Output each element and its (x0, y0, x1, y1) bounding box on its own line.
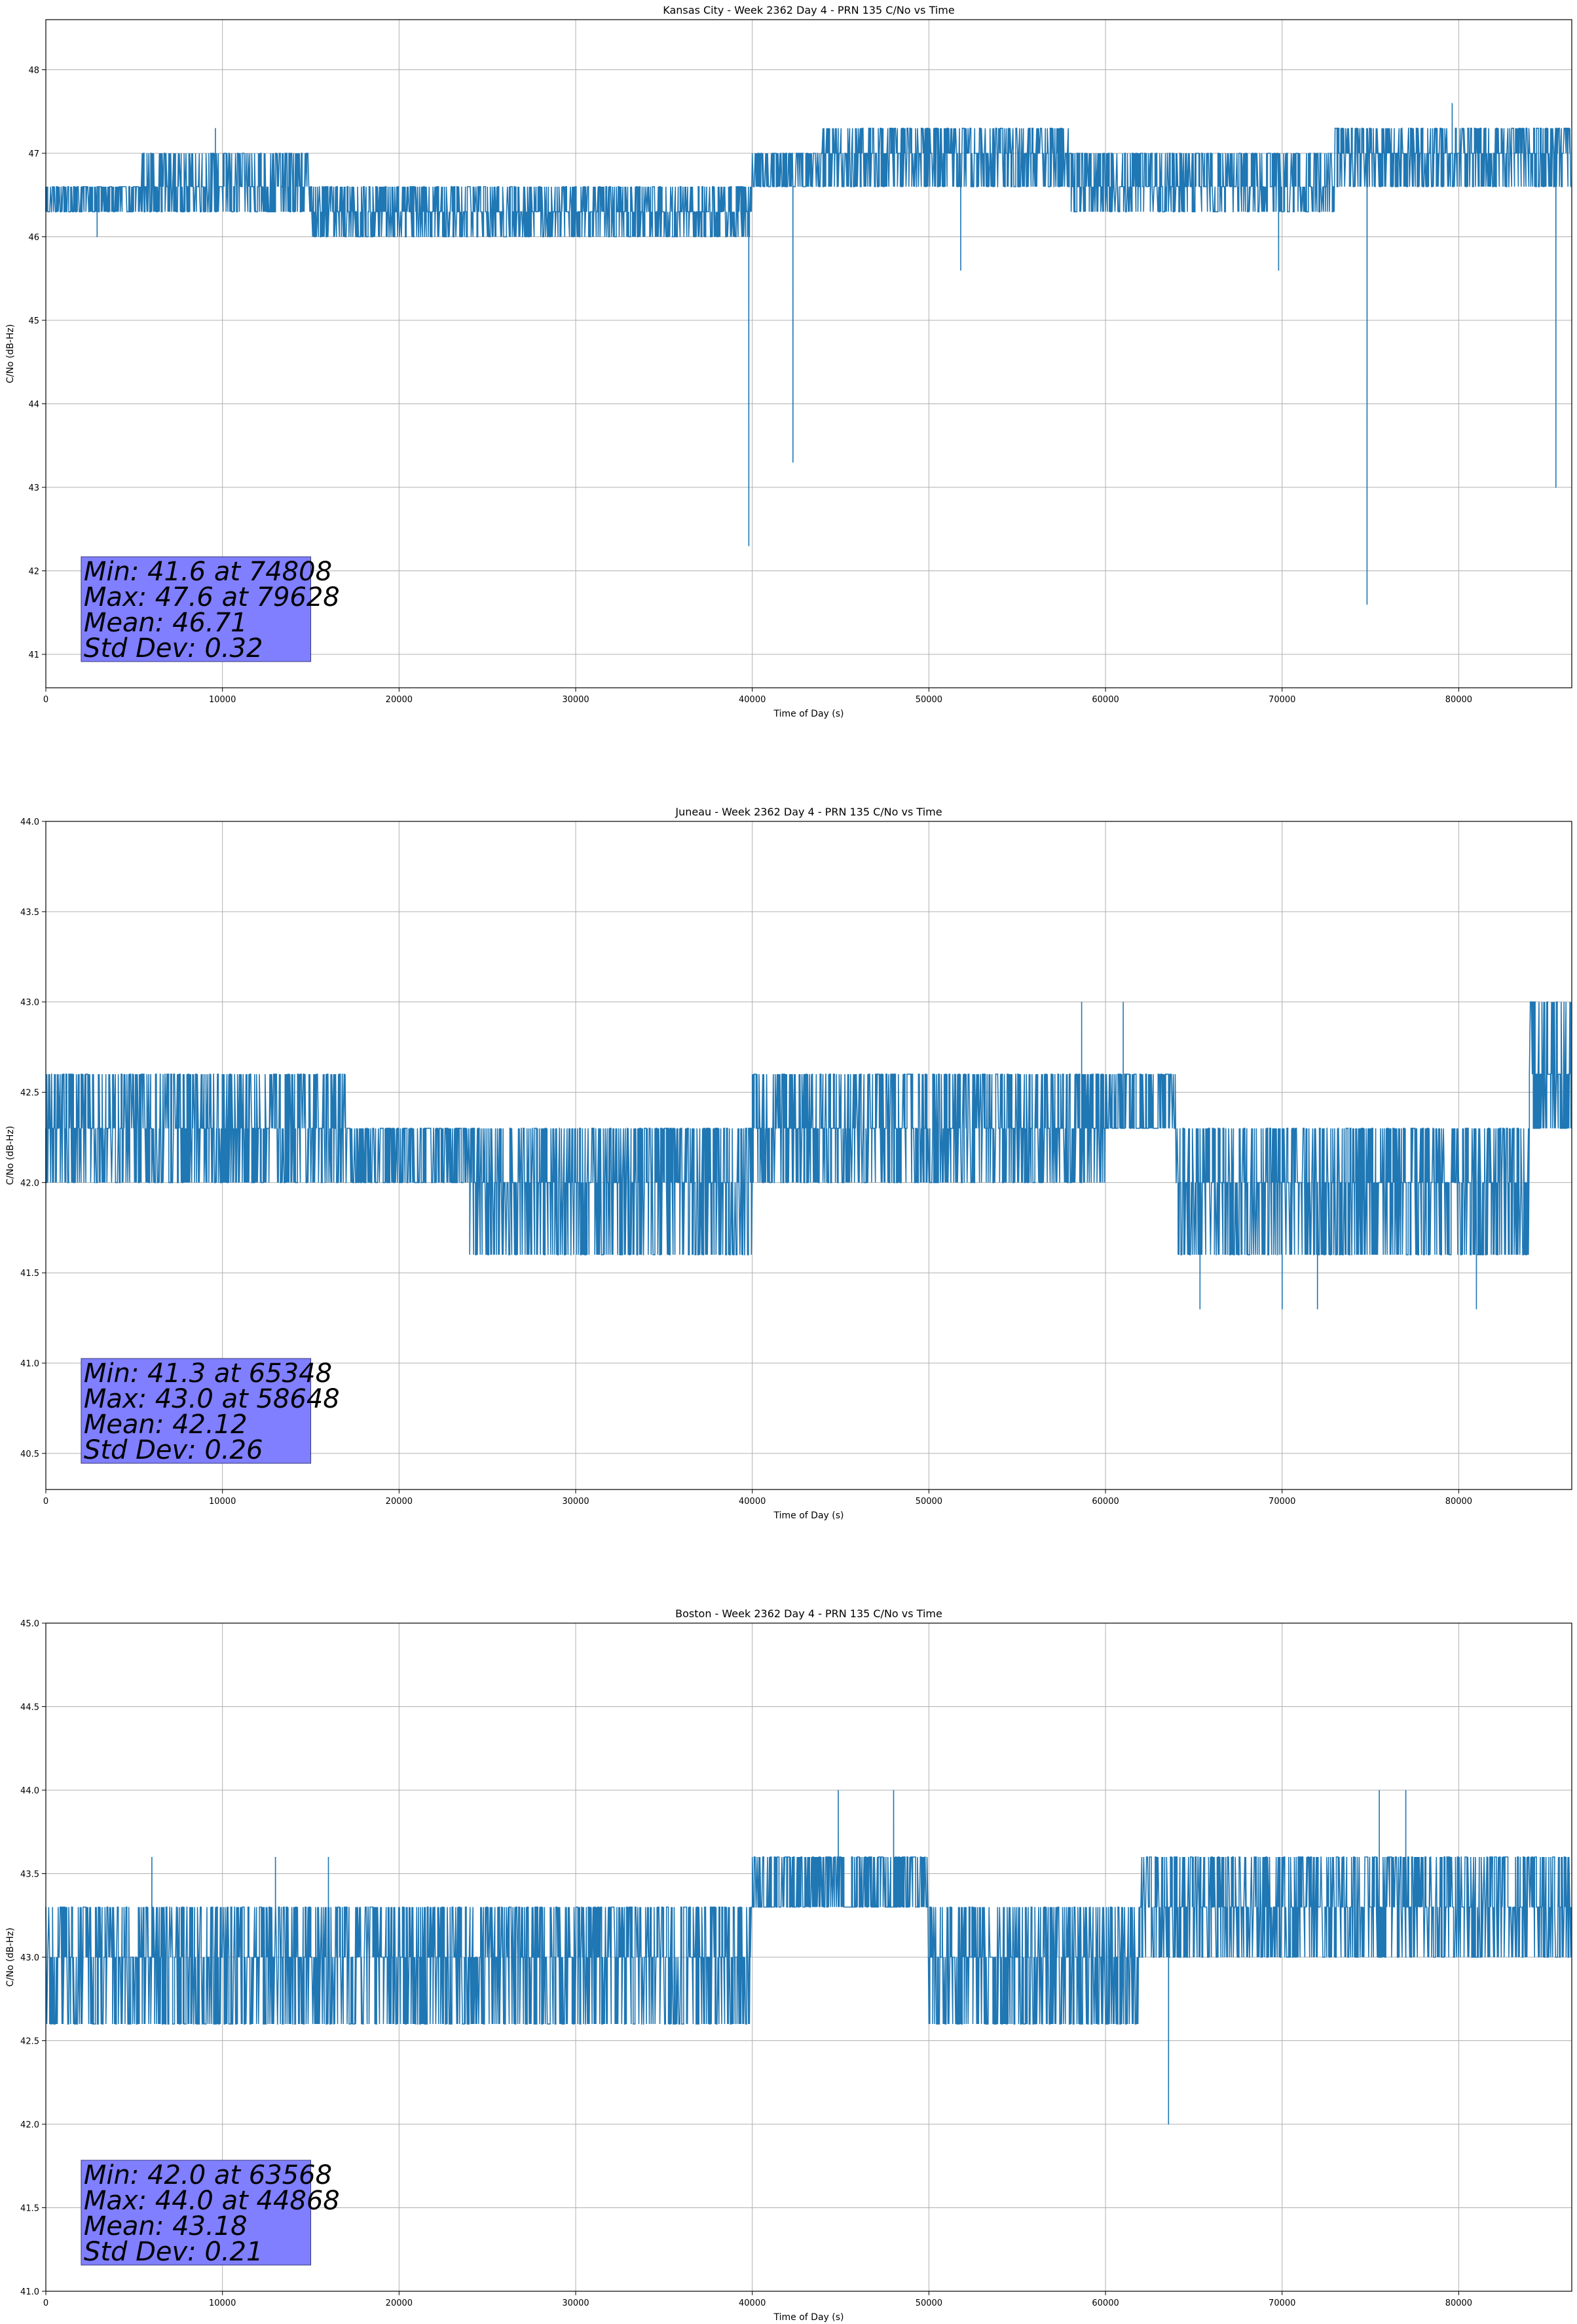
x-tick-label: 60000 (1092, 2298, 1119, 2308)
x-tick-label: 20000 (386, 1497, 413, 1507)
axes-frame (45, 821, 1572, 1490)
x-tick-label: 30000 (562, 2298, 589, 2308)
chart-panel-1: Kansas City - Week 2362 Day 4 - PRN 135 … (5, 4, 1572, 719)
y-tick-label: 41.5 (20, 1269, 39, 1279)
y-tick-label: 45 (28, 316, 39, 326)
x-axis-label: Time of Day (s) (773, 2312, 844, 2323)
stat-mean: Mean: 46.71 (84, 608, 248, 638)
x-tick-label: 0 (43, 2298, 48, 2308)
y-tick-label: 43.0 (20, 998, 39, 1008)
x-tick-label: 10000 (209, 2298, 236, 2308)
stat-max: Max: 43.0 at 58648 (84, 1384, 340, 1414)
stat-min: Min: 41.3 at 65348 (84, 1359, 332, 1389)
y-tick-label: 43.5 (20, 908, 39, 918)
y-tick-label: 41.5 (20, 2204, 39, 2214)
y-tick-label: 43 (28, 483, 39, 493)
x-axis-label: Time of Day (s) (773, 1510, 844, 1521)
x-tick-label: 40000 (739, 695, 766, 705)
x-tick-label: 50000 (916, 2298, 942, 2308)
x-tick-label: 30000 (562, 695, 589, 705)
stats-box-bg (81, 556, 312, 662)
y-tick-label: 40.5 (20, 1450, 39, 1459)
y-tick-label: 43.0 (20, 1953, 39, 1963)
stat-std: Std Dev: 0.32 (84, 633, 263, 664)
stat-min: Min: 42.0 at 63568 (84, 2160, 332, 2190)
x-tick-label: 30000 (562, 1497, 589, 1507)
y-tick-label: 44 (28, 400, 39, 410)
x-tick-label: 40000 (739, 2298, 766, 2308)
x-tick-label: 10000 (209, 695, 236, 705)
series-line (45, 1790, 1572, 2125)
y-tick-label: 41 (28, 650, 39, 660)
y-tick-label: 47 (28, 149, 39, 159)
y-tick-label: 42.0 (20, 1178, 39, 1188)
y-axis-label: C/No (dB-Hz) (5, 1928, 16, 1987)
x-tick-label: 20000 (386, 2298, 413, 2308)
x-tick-label: 40000 (739, 1497, 766, 1507)
stat-max: Max: 47.6 at 79628 (84, 582, 340, 612)
stats-box-bg (81, 2160, 312, 2266)
stat-mean: Mean: 43.18 (84, 2211, 248, 2241)
x-tick-label: 50000 (916, 1497, 942, 1507)
y-tick-label: 41.0 (20, 1359, 39, 1369)
chart-panel-3: Boston - Week 2362 Day 4 - PRN 135 C/No … (5, 1607, 1572, 2323)
series-line (45, 1001, 1572, 1309)
stats-box-bg (81, 1358, 312, 1464)
axes-frame (45, 19, 1572, 688)
y-tick-label: 42.5 (20, 1089, 39, 1098)
x-tick-label: 10000 (209, 1497, 236, 1507)
x-tick-label: 60000 (1092, 1497, 1119, 1507)
y-tick-label: 41.0 (20, 2287, 39, 2297)
chart-title: Boston - Week 2362 Day 4 - PRN 135 C/No … (675, 1607, 942, 1620)
y-tick-label: 48 (28, 66, 39, 76)
series-line (45, 103, 1572, 605)
chart-title: Kansas City - Week 2362 Day 4 - PRN 135 … (663, 4, 954, 16)
y-axis-label: C/No (dB-Hz) (5, 1126, 16, 1185)
x-tick-label: 70000 (1269, 1497, 1295, 1507)
y-tick-label: 44.0 (20, 1786, 39, 1796)
y-tick-label: 42.5 (20, 2037, 39, 2047)
x-tick-label: 0 (43, 695, 48, 705)
x-tick-label: 50000 (916, 695, 942, 705)
y-axis-label: C/No (dB-Hz) (5, 324, 16, 383)
x-tick-label: 80000 (1445, 1497, 1472, 1507)
x-tick-label: 20000 (386, 695, 413, 705)
y-tick-label: 45.0 (20, 1619, 39, 1629)
x-tick-label: 60000 (1092, 695, 1119, 705)
y-tick-label: 42.0 (20, 2120, 39, 2130)
chart-panel-2: Juneau - Week 2362 Day 4 - PRN 135 C/No … (5, 806, 1572, 1521)
stat-max: Max: 44.0 at 44868 (84, 2186, 340, 2216)
y-tick-label: 44.5 (20, 1703, 39, 1713)
x-tick-label: 80000 (1445, 2298, 1472, 2308)
chart-title: Juneau - Week 2362 Day 4 - PRN 135 C/No … (675, 806, 942, 818)
x-tick-label: 70000 (1269, 695, 1295, 705)
x-axis-label: Time of Day (s) (773, 709, 844, 719)
y-tick-label: 44.0 (20, 817, 39, 827)
y-tick-label: 43.5 (20, 1870, 39, 1880)
y-tick-label: 42 (28, 567, 39, 577)
y-tick-label: 46 (28, 233, 39, 243)
stat-min: Min: 41.6 at 74808 (84, 557, 332, 587)
x-tick-label: 0 (43, 1497, 48, 1507)
stat-std: Std Dev: 0.26 (84, 1435, 263, 1465)
x-tick-label: 70000 (1269, 2298, 1295, 2308)
stat-mean: Mean: 42.12 (84, 1410, 248, 1440)
x-tick-label: 80000 (1445, 695, 1472, 705)
stat-std: Std Dev: 0.21 (84, 2237, 263, 2267)
